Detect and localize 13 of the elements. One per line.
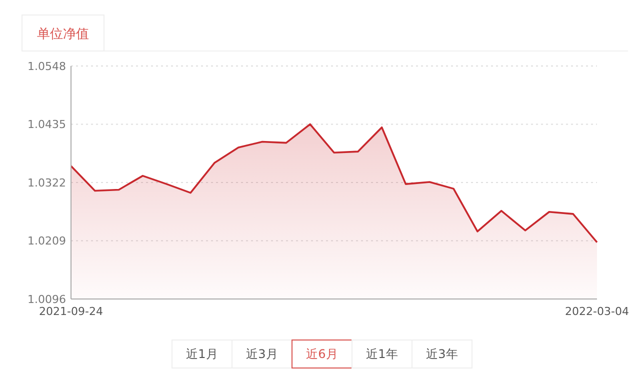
x-tick-label: 2021-09-24	[39, 305, 103, 318]
text: 近1月	[186, 347, 218, 361]
text: 近3月	[246, 347, 278, 361]
x-tick-label: 2022-03-04	[565, 305, 629, 318]
y-tick-label: 1.0322	[28, 176, 66, 190]
text: 近6月	[306, 347, 338, 361]
chart-title: 单位净值	[37, 27, 89, 42]
y-tick-label: 1.0548	[28, 60, 66, 73]
y-tick-label: 1.0435	[28, 118, 66, 132]
text: 近1年	[366, 347, 398, 361]
y-tick-label: 1.0209	[28, 234, 66, 248]
text: 近3年	[426, 347, 458, 361]
y-tick-label: 1.0096	[28, 292, 66, 306]
